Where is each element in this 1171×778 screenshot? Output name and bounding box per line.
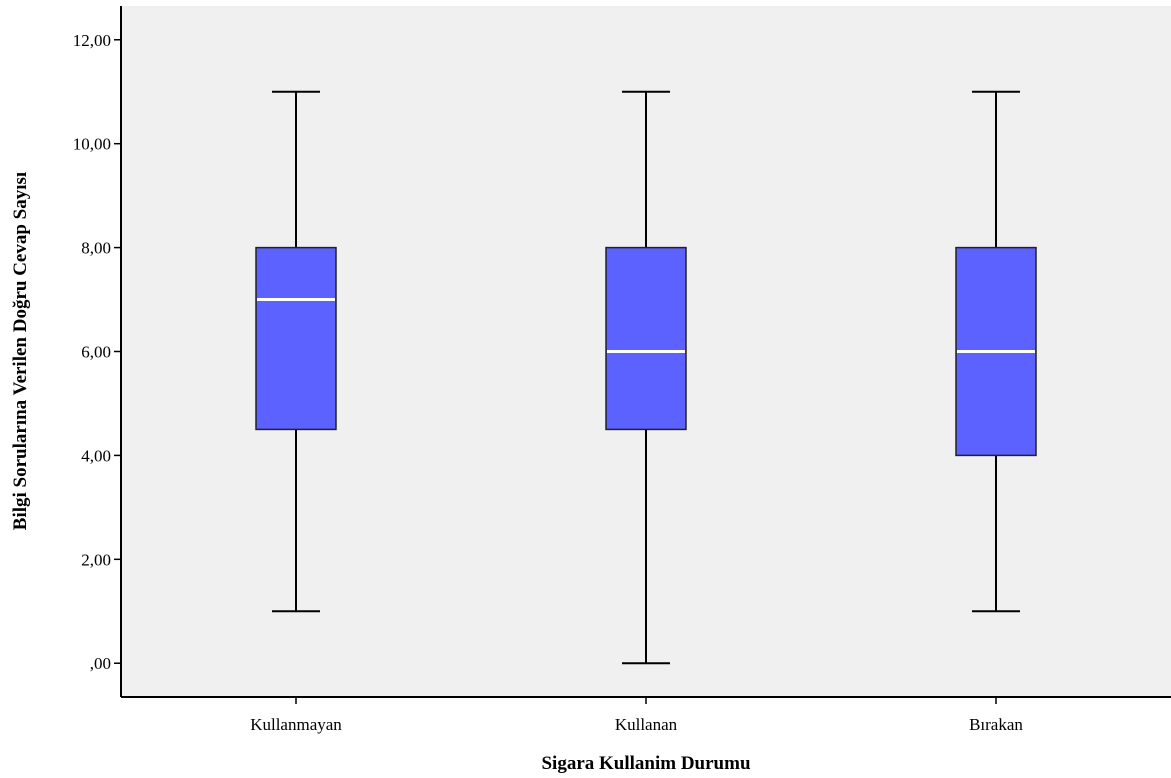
y-tick-label: 10,00 [73,135,111,154]
box-0 [255,90,337,613]
y-axis-title: Bilgi Sorularına Verilen Doğru Cevap Say… [10,172,31,530]
x-tick-label: Kullanan [615,715,678,734]
y-tick-label: 12,00 [73,31,111,50]
x-axis-ticks: Kullanmayan Kullanan Bırakan [250,697,1023,734]
iqr-box [255,246,337,431]
y-tick-label: 6,00 [81,343,111,362]
box-2 [955,90,1037,613]
box-series [255,90,1037,665]
y-tick-label: 2,00 [81,550,111,569]
box-1 [605,90,687,665]
y-tick-label: 8,00 [81,239,111,258]
x-tick-label: Bırakan [969,715,1023,734]
y-tick-label: ,00 [90,654,111,673]
y-tick-label: 4,00 [81,446,111,465]
x-tick-label: Kullanmayan [250,715,342,734]
iqr-box [605,246,687,431]
y-axis-ticks: ,00 2,00 4,00 6,00 8,00 10,00 12,00 [73,31,121,673]
x-axis-title: Sigara Kullanim Durumu [541,753,750,774]
